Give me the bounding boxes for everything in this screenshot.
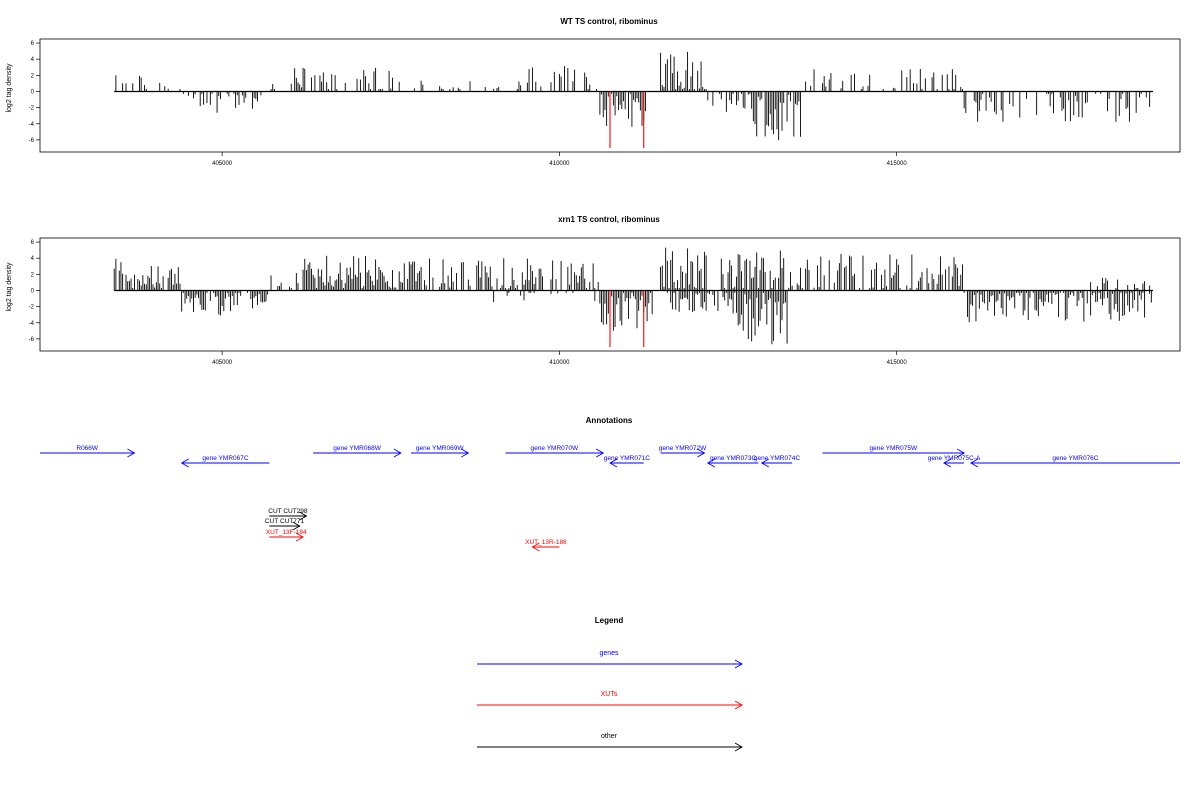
gene-arrow-arrowhead [760,458,769,468]
y-tick-label: 6 [31,41,35,47]
y-tick-label: 6 [31,240,35,246]
y-tick-label: 4 [31,256,35,262]
y-tick-label: -6 [29,337,35,343]
gene-arrow-arrowhead [127,448,136,458]
legend-arrow-arrowhead [734,700,743,710]
legend-arrow-arrowhead [734,742,743,752]
gene-arrow-arrowhead [706,458,716,468]
gene-arrow-arrowhead [697,448,706,458]
y-tick-label: 2 [31,73,35,79]
y-tick-label: 2 [31,272,35,278]
y-tick-label: 0 [31,89,35,95]
gene-arrow-arrowhead [942,458,952,468]
legend-title: Legend [595,616,624,625]
panel-title: WT TS control, ribominus [560,17,658,26]
bars-group [113,247,1154,347]
gene-label: gene YMR076C [1052,455,1098,462]
annotations-track: Annotations R066W gene YMR067C gene YMR068… [40,416,1180,552]
gene-label: gene YMR069W [416,445,464,452]
xrn1-density-panel: xrn1 TS control, ribominus log2 tag dens… [6,215,1181,366]
legend: Legend genes XUTs other [477,616,743,752]
x-tick-label: 415000 [887,161,908,167]
gene-arrow-arrowhead [596,448,605,458]
legend-label: other [601,733,618,740]
gene-label: gene YMR075W [870,445,918,452]
plot-frame [39,38,1181,153]
gene-label: R066W [76,445,99,452]
y-tick-label: -2 [29,106,35,112]
panel-title: xrn1 TS control, ribominus [558,215,660,224]
y-tick-label: -4 [29,122,35,128]
axis-ticks: 6 4 2 0 -2 -4 -6 405000 410000 415000 [29,41,908,167]
annotations-title: Annotations [586,416,633,425]
other-arrow-arrowhead [299,511,308,521]
y-tick-label: -2 [29,305,35,311]
plot-frame [39,237,1181,352]
gene-label: gene YMR070W [531,445,579,452]
wt-density-panel: WT TS control, ribominus log2 tag densit… [6,17,1181,167]
bars-group [114,51,1154,148]
x-tick-label: 415000 [887,360,908,366]
axis-ticks: 6 4 2 0 -2 -4 -6 405000 410000 415000 [29,240,908,366]
gene-label: gene YMR073C [710,455,756,462]
legend-label: XUTs [601,691,618,698]
gene-label: gene YMR075C-A [928,455,981,462]
y-tick-label: 0 [31,288,35,294]
xut-arrow-arrowhead [295,532,304,542]
gene-arrow-arrowhead [609,458,618,468]
other-label: CUT CUT771 [265,518,305,525]
legend-label: genes [599,650,619,657]
gene-arrow-arrowhead [180,458,189,468]
y-tick-label: -6 [29,138,35,144]
xut-arrow-arrowhead [531,542,540,552]
y-axis-label: log2 tag density [6,63,13,113]
x-tick-label: 405000 [212,161,233,167]
other-arrow-arrowhead [292,521,301,531]
gene-label: gene YMR071C [604,455,650,462]
gene-arrow-arrowhead [393,448,402,458]
gene-label: gene YMR068W [333,445,381,452]
gene-label: gene YMR074C [754,455,800,462]
x-tick-label: 405000 [212,360,233,366]
other-label: CUT CUT298 [268,508,308,515]
gene-label: gene YMR072W [659,445,707,452]
gene-arrow-arrowhead [969,458,979,468]
legend-arrow-arrowhead [734,659,743,669]
y-tick-label: 4 [31,57,35,63]
x-tick-label: 410000 [549,161,570,167]
gene-arrow-arrowhead [956,448,966,458]
gene-arrow-arrowhead [461,448,470,458]
x-tick-label: 410000 [549,360,570,366]
xut-label: XUT_13R-188 [525,539,567,546]
y-tick-label: -4 [29,321,35,327]
gene-label: gene YMR067C [202,455,248,462]
xut-label: XUT_13F-184 [266,529,307,536]
y-axis-label: log2 tag density [6,262,13,312]
